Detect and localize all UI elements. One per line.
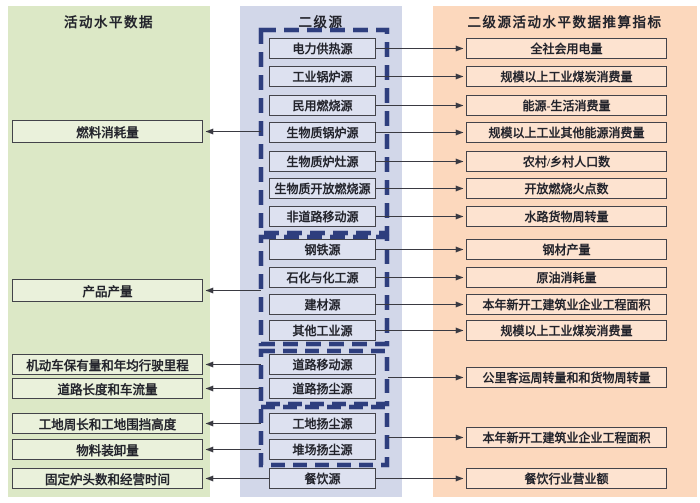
- right-box-catering-revenue: 餐饮行业营业额: [466, 468, 667, 489]
- mid-box-industrial-boiler: 工业锅炉源: [269, 66, 376, 87]
- right-box-passenger-freight-turnover: 公里客运周转量和和货物周转量: [466, 367, 667, 388]
- left-box-stove-count-hours: 固定炉头数和经营时间: [12, 468, 203, 489]
- right-box-new-construction-area-1: 本年新开工建筑业企业工程面积: [466, 294, 667, 315]
- mid-box-residential-combustion: 民用燃烧源: [269, 95, 376, 116]
- right-box-industrial-coal-2: 规模以上工业煤炭消费量: [466, 320, 667, 341]
- mid-box-nonroad-mobile: 非道路移动源: [269, 206, 376, 227]
- mid-box-site-dust: 工地扬尘源: [269, 413, 376, 434]
- right-box-electricity-consumption: 全社会用电量: [466, 38, 667, 59]
- middle-panel-title: 二级源: [298, 15, 344, 30]
- right-box-steel-output: 钢材产量: [466, 239, 667, 260]
- right-box-other-energy: 规模以上工业其他能源消费量: [466, 122, 667, 143]
- mid-box-steel: 钢铁源: [269, 239, 376, 260]
- right-box-waterway-freight: 水路货物周转量: [466, 206, 667, 227]
- mid-box-petrochemical: 石化与化工源: [269, 267, 376, 288]
- left-box-product-output: 产品产量: [12, 279, 203, 302]
- right-box-open-fire-spots: 开放燃烧火点数: [466, 178, 667, 199]
- mid-box-biomass-stove: 生物质炉灶源: [269, 151, 376, 172]
- left-box-vehicle-mileage: 机动车保有量和年均行驶里程: [12, 354, 203, 375]
- mid-box-biomass-boiler: 生物质锅炉源: [269, 122, 376, 143]
- mid-box-power-heating: 电力供热源: [269, 38, 376, 59]
- mid-box-road-dust: 道路扬尘源: [269, 378, 376, 399]
- mid-box-other-industry: 其他工业源: [269, 320, 376, 341]
- right-panel-title: 二级源活动水平数据推算指标: [467, 15, 663, 30]
- mid-box-biomass-open-burning: 生物质开放燃烧源: [269, 178, 376, 199]
- right-box-industrial-coal: 规模以上工业煤炭消费量: [466, 66, 667, 87]
- left-box-road-length-traffic: 道路长度和车流量: [12, 378, 203, 399]
- left-box-fuel-consumption: 燃料消耗量: [12, 120, 203, 143]
- left-panel-title: 活动水平数据: [64, 15, 154, 30]
- right-box-energy-living: 能源-生活消费量: [466, 95, 667, 116]
- right-box-new-construction-area-2: 本年新开工建筑业企业工程面积: [466, 427, 667, 448]
- left-box-site-perimeter-height: 工地周长和工地围挡高度: [12, 413, 203, 434]
- left-box-material-loading: 物料装卸量: [12, 439, 203, 460]
- right-box-rural-population: 农村/乡村人口数: [466, 151, 667, 172]
- mid-box-building-material: 建材源: [269, 294, 376, 315]
- right-box-crude-oil: 原油消耗量: [466, 267, 667, 288]
- mid-box-storage-dust: 堆场扬尘源: [269, 439, 376, 460]
- mid-box-catering: 餐饮源: [269, 468, 376, 489]
- mid-box-road-mobile: 道路移动源: [269, 354, 376, 375]
